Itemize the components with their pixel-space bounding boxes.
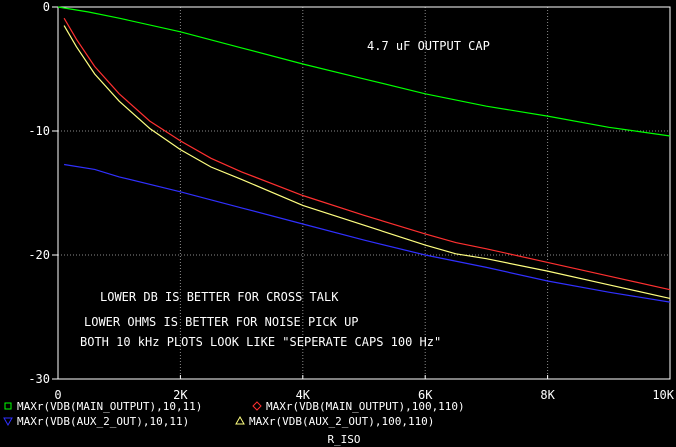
y-tick-label: 0: [43, 0, 50, 14]
plot-frame: [57, 6, 671, 380]
series-line-2: [63, 17, 671, 291]
y-tick-label: -30: [28, 372, 50, 386]
annotation-cross-talk: LOWER DB IS BETTER FOR CROSS TALK: [100, 290, 339, 304]
x-tick-label: 8K: [540, 388, 555, 402]
annotation-noise-pickup: LOWER OHMS IS BETTER FOR NOISE PICK UP: [84, 315, 359, 329]
legend-label-2: MAXr(VDB(MAIN_OUTPUT),100,110): [266, 400, 465, 413]
annotation-output-cap: 4.7 uF OUTPUT CAP: [367, 39, 490, 53]
series-line-1: [57, 6, 671, 137]
y-tick-label: -20: [28, 248, 50, 262]
legend-marker-1: [4, 402, 12, 410]
legend-marker-2: [252, 401, 262, 411]
x-tick-label: 4K: [296, 388, 311, 402]
x-tick-label: 6K: [418, 388, 433, 402]
series-line-3: [64, 163, 671, 303]
x-axis-label: R_ISO: [327, 433, 360, 446]
legend-label-4: MAXr(VDB(AUX_2_OUT),100,110): [249, 415, 434, 428]
y-tick-label: -10: [28, 124, 50, 138]
x-tick-label: 10K: [652, 388, 674, 402]
annotation-plots-note: BOTH 10 kHz PLOTS LOOK LIKE "SEPERATE CA…: [80, 335, 441, 349]
legend-marker-3: [3, 417, 13, 427]
series-line-4: [63, 25, 671, 299]
x-tick-label: 0: [54, 388, 61, 402]
ticks: 0 2K 4K 6K 8K 10K 0 -10 -20 -30: [28, 0, 674, 402]
legend-label-1: MAXr(VDB(MAIN_OUTPUT),10,11): [17, 400, 202, 413]
legend-label-3: MAXr(VDB(AUX_2_OUT),10,11): [17, 415, 189, 428]
legend: MAXr(VDB(MAIN_OUTPUT),10,11) MAXr(VDB(MAI…: [3, 400, 465, 428]
legend-marker-4: [235, 415, 245, 425]
x-tick-label: 2K: [173, 388, 188, 402]
series-lines: [57, 6, 671, 303]
